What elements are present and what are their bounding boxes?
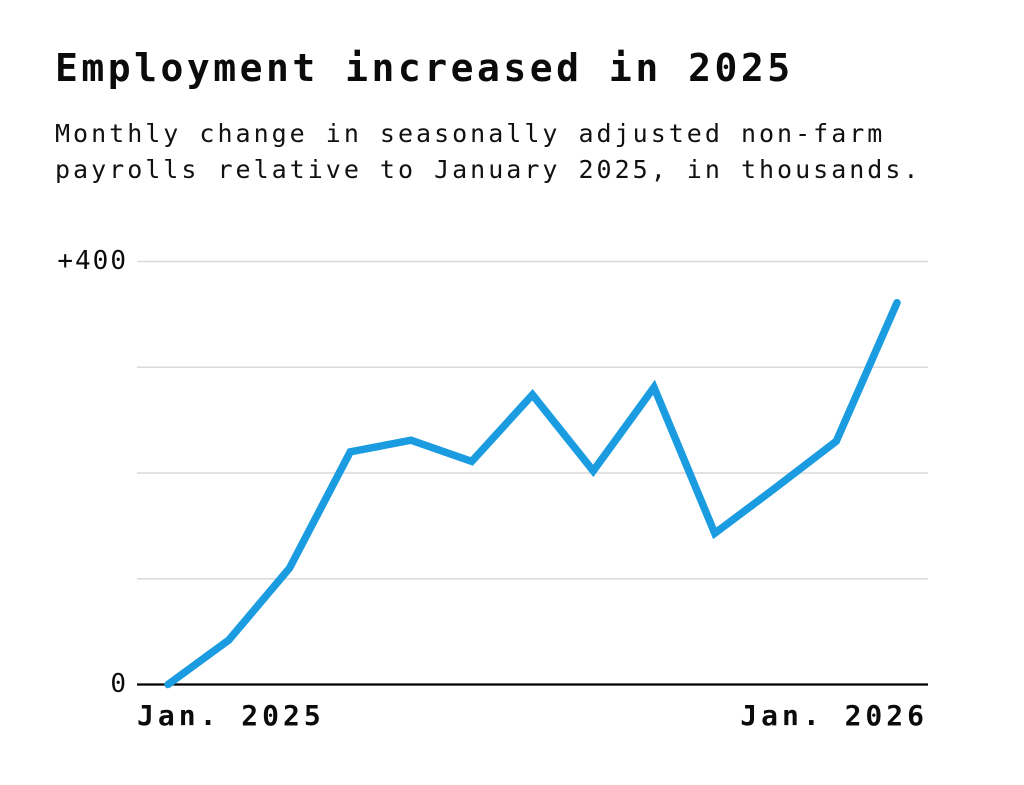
y-axis-tick-label-plus400: +400 (57, 246, 128, 276)
chart-subtitle: Monthly change in seasonally adjusted no… (55, 116, 921, 188)
payrolls-data-line (164, 298, 901, 689)
chart-subtitle-line-2: payrolls relative to January 2025, in th… (55, 155, 922, 184)
y-axis-tick-label-zero: 0 (110, 669, 128, 699)
chart-title: Employment increased in 2025 (55, 46, 794, 90)
chart-subtitle-line-1: Monthly change in seasonally adjusted no… (55, 119, 886, 148)
x-axis-label-jan-2025: Jan. 2025 (137, 699, 325, 732)
x-axis-label-jan-2026: Jan. 2026 (740, 699, 928, 732)
